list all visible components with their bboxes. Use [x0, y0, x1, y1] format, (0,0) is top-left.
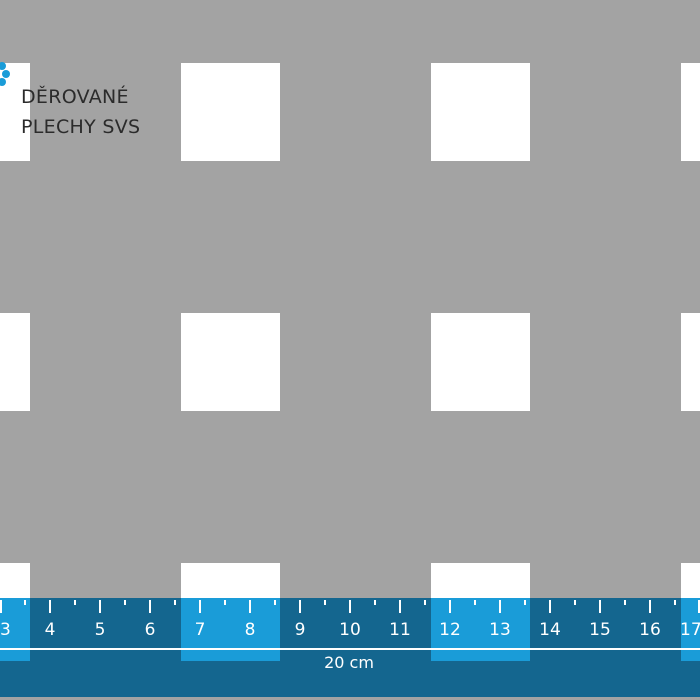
ruler-label: 11	[389, 620, 411, 640]
major-tick	[149, 600, 151, 613]
major-tick	[199, 600, 201, 613]
major-tick	[99, 600, 101, 613]
ruler-label: 12	[439, 620, 461, 640]
ruler-label: 15	[589, 620, 611, 640]
minor-tick	[674, 600, 676, 605]
ruler-label: 6	[144, 620, 156, 640]
flower-logo-icon	[0, 62, 12, 88]
logo-line-2: PLECHY SVS	[21, 116, 141, 138]
minor-tick	[274, 600, 276, 605]
minor-tick	[224, 600, 226, 605]
ruler-hole-highlight	[431, 598, 530, 661]
major-tick	[299, 600, 301, 613]
perforation-hole	[181, 313, 280, 411]
ruler-label: 16	[639, 620, 661, 640]
ruler-label: 10	[339, 620, 361, 640]
perforation-hole	[431, 313, 530, 411]
ruler-hole-highlight	[0, 598, 30, 661]
major-tick	[399, 600, 401, 613]
major-tick	[349, 600, 351, 613]
ruler-label: 9	[294, 620, 306, 640]
ruler-label: 5	[94, 620, 106, 640]
ruler-hole-highlight	[681, 598, 700, 661]
major-tick	[0, 600, 2, 613]
perforation-hole	[0, 63, 30, 161]
perforation-hole	[181, 63, 280, 161]
minor-tick	[474, 600, 476, 605]
major-tick	[649, 600, 651, 613]
minor-tick	[74, 600, 76, 605]
major-tick	[698, 600, 700, 613]
logo-line-1: DĚROVANÉ	[21, 86, 129, 108]
perforation-hole	[431, 63, 530, 161]
minor-tick	[424, 600, 426, 605]
perforation-hole	[681, 63, 700, 161]
minor-tick	[574, 600, 576, 605]
minor-tick	[374, 600, 376, 605]
minor-tick	[174, 600, 176, 605]
ruler-label: 14	[539, 620, 561, 640]
ruler-label: 3	[0, 620, 11, 640]
minor-tick	[524, 600, 526, 605]
ruler-bottom-edge	[0, 697, 700, 700]
logo-text: DĚROVANÉ PLECHY SVS	[21, 82, 140, 142]
minor-tick	[124, 600, 126, 605]
ruler-label: 7	[194, 620, 206, 640]
scale-label: 20 cm	[324, 653, 374, 672]
major-tick	[499, 600, 501, 613]
ruler-label: 13	[489, 620, 511, 640]
major-tick	[449, 600, 451, 613]
ruler: 20 cm 3 4 5 6 7 8 9 10 11 12 13 14 15 16 17	[0, 598, 700, 697]
scale-line	[0, 648, 700, 650]
ruler-label: 4	[44, 620, 56, 640]
ruler-hole-highlight	[181, 598, 280, 661]
ruler-label: 8	[244, 620, 256, 640]
major-tick	[599, 600, 601, 613]
minor-tick	[324, 600, 326, 605]
perforation-hole	[0, 313, 30, 411]
minor-tick	[24, 600, 26, 605]
major-tick	[249, 600, 251, 613]
minor-tick	[624, 600, 626, 605]
major-tick	[549, 600, 551, 613]
perforation-hole	[681, 313, 700, 411]
major-tick	[49, 600, 51, 613]
ruler-label: 17	[680, 620, 700, 640]
